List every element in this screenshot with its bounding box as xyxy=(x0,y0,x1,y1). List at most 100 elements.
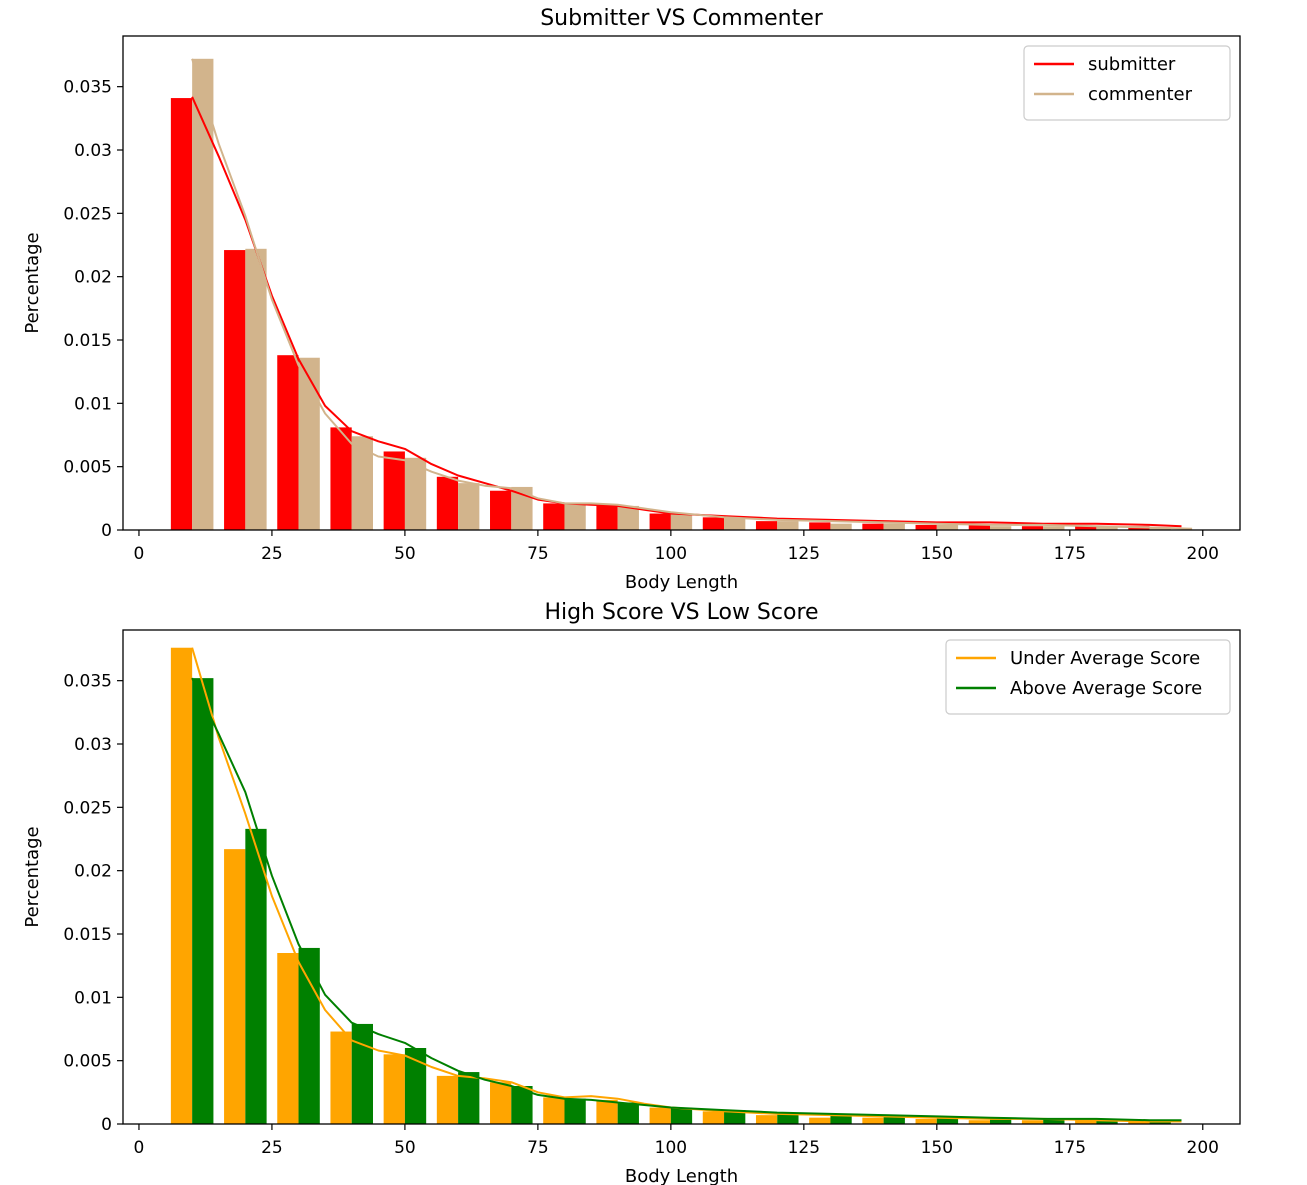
x-tick-label: 75 xyxy=(527,1138,549,1158)
chart-title: Submitter VS Commenter xyxy=(540,6,824,31)
y-tick-label: 0.03 xyxy=(74,735,112,755)
bar xyxy=(968,524,991,530)
bar xyxy=(883,523,905,530)
chart-panel-2: High Score VS Low Score 0 25 50 75 100 125 150 1… xyxy=(22,600,1241,1185)
bar xyxy=(862,523,884,530)
bar xyxy=(564,503,586,530)
bar xyxy=(1075,526,1097,530)
legend-box xyxy=(1023,45,1231,121)
bar xyxy=(915,524,937,530)
bar xyxy=(1128,1121,1150,1124)
y-tick-label: 0.01 xyxy=(74,988,112,1008)
bar xyxy=(543,1097,565,1124)
kde-line xyxy=(191,647,1182,1123)
bar xyxy=(755,521,778,530)
bar xyxy=(404,1048,427,1124)
bar xyxy=(436,1075,459,1124)
x-tick-label: 25 xyxy=(261,544,283,564)
y-tick-label: 0.015 xyxy=(63,331,112,351)
x-axis-label: Body Length xyxy=(625,572,738,593)
y-tick-label: 0.005 xyxy=(63,458,112,478)
bar xyxy=(564,1098,586,1124)
x-tick-label: 125 xyxy=(788,544,820,564)
x-tick-label: 125 xyxy=(788,1138,820,1158)
bar xyxy=(830,1115,852,1124)
bar xyxy=(383,1054,405,1124)
bar xyxy=(777,1113,799,1124)
bar xyxy=(1043,1118,1065,1124)
bar xyxy=(277,355,299,530)
bar xyxy=(511,486,533,530)
bar xyxy=(1043,526,1065,530)
x-tick-label: 200 xyxy=(1187,544,1219,564)
bar xyxy=(458,1072,480,1124)
bar xyxy=(404,457,427,530)
x-tick-label: 200 xyxy=(1187,1138,1219,1158)
series-bars-commenter xyxy=(192,58,1171,531)
bar xyxy=(702,517,725,530)
x-tick-label: 150 xyxy=(921,1138,953,1158)
bar xyxy=(702,1111,725,1124)
bar xyxy=(1096,1120,1118,1124)
x-tick-label: 50 xyxy=(394,544,416,564)
legend-label: submitter xyxy=(1088,54,1176,75)
y-tick-label: 0.005 xyxy=(63,1052,112,1072)
bar xyxy=(511,1086,533,1124)
bar xyxy=(830,523,852,530)
y-tick-label: 0.015 xyxy=(63,925,112,945)
bar xyxy=(192,678,214,1124)
x-tick-label: 175 xyxy=(1054,1138,1086,1158)
bar xyxy=(936,1117,959,1124)
kde-line xyxy=(191,58,1193,530)
legend: submitter commenter xyxy=(1023,45,1231,121)
y-tick-label: 0 xyxy=(101,1115,112,1135)
legend: Under Average Score Above Average Score xyxy=(945,639,1231,715)
y-tick-label: 0.01 xyxy=(74,394,112,414)
series-bars-under-average-score xyxy=(170,647,1150,1124)
bar xyxy=(990,526,1012,530)
bar xyxy=(543,503,565,530)
y-tick-label: 0.02 xyxy=(74,268,112,288)
y-tick-label: 0.035 xyxy=(63,672,112,692)
bar xyxy=(490,490,512,530)
bar xyxy=(277,953,299,1124)
bar xyxy=(1021,1120,1044,1124)
bar xyxy=(915,1118,937,1124)
x-tick-label: 25 xyxy=(261,1138,283,1158)
bar xyxy=(245,248,267,531)
bar xyxy=(862,1117,884,1124)
bar xyxy=(490,1082,512,1124)
x-tick-label: 175 xyxy=(1054,544,1086,564)
axes-frame xyxy=(122,35,1241,531)
bar xyxy=(458,483,480,530)
bar xyxy=(383,451,405,530)
chart-panel-1: Submitter VS Commenter 0 25 50 75 100 125 150 17… xyxy=(22,6,1241,593)
bar xyxy=(351,1023,373,1124)
y-tick-label: 0.035 xyxy=(63,78,112,98)
kde-line xyxy=(191,677,1182,1122)
bar xyxy=(245,828,267,1124)
series-bars-above-average-score xyxy=(192,678,1171,1124)
y-tick-label: 0 xyxy=(101,521,112,541)
legend-box xyxy=(945,639,1231,715)
x-tick-label: 100 xyxy=(655,1138,687,1158)
bar xyxy=(170,98,193,531)
bar xyxy=(436,476,459,530)
bar xyxy=(809,522,831,530)
x-tick-label: 100 xyxy=(655,544,687,564)
bar xyxy=(192,58,214,531)
bar xyxy=(330,427,352,530)
x-tick-label: 0 xyxy=(134,1138,145,1158)
legend-label: Under Average Score xyxy=(1010,648,1200,669)
bar xyxy=(670,513,693,530)
chart-title: High Score VS Low Score xyxy=(544,600,818,625)
axes-frame xyxy=(122,629,1241,1125)
bar xyxy=(298,357,320,530)
legend-label: commenter xyxy=(1088,84,1193,105)
bar xyxy=(649,1107,671,1124)
x-axis-label: Body Length xyxy=(625,1166,738,1185)
bar xyxy=(809,1117,831,1124)
bar xyxy=(617,1102,639,1124)
bar xyxy=(1096,526,1118,530)
